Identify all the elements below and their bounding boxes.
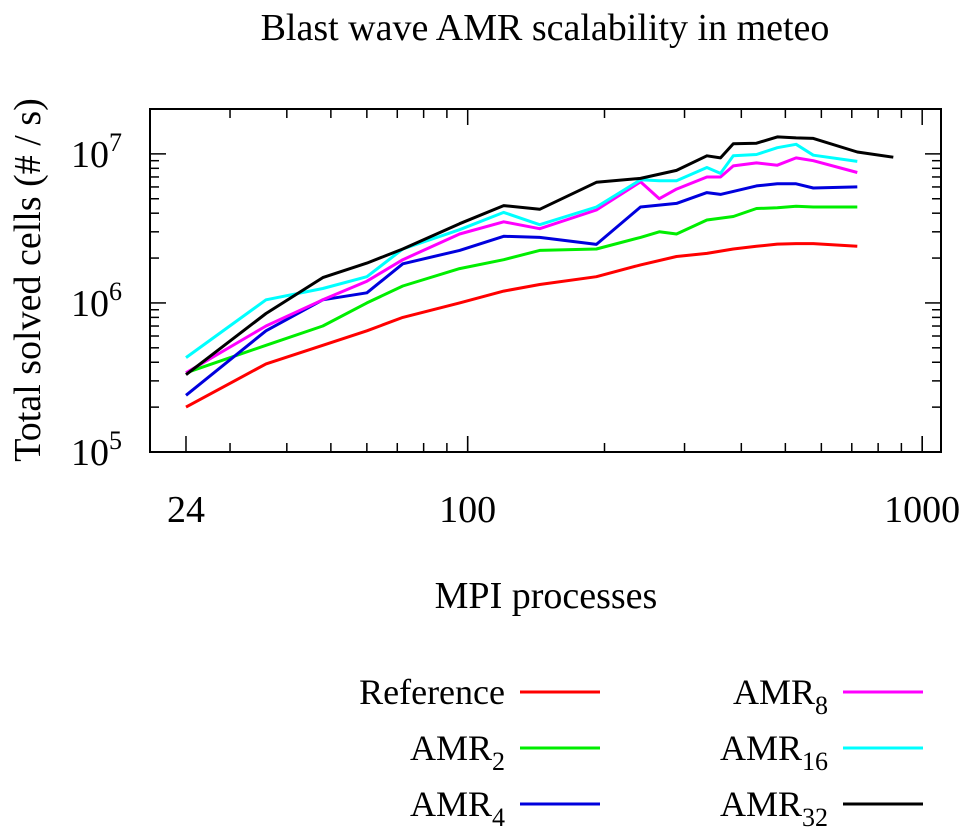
series-line-amr2: [185, 204, 858, 375]
x-tick-label: 1000: [884, 489, 960, 531]
legend-label-reference: Reference: [359, 672, 505, 712]
x-tick-label: 100: [439, 489, 496, 531]
y-tick-label: 106: [71, 277, 122, 325]
legend-label-amr8: AMR8: [733, 672, 828, 720]
legend-label-amr16: AMR16: [720, 728, 828, 776]
legend-label-amr4: AMR4: [410, 784, 505, 832]
legend-label-amr32: AMR32: [720, 784, 828, 832]
x-axis-label: MPI processes: [435, 575, 658, 617]
y-tick-label: 105: [71, 426, 122, 474]
series-line-amr16: [185, 142, 858, 359]
series-lines: [185, 135, 894, 409]
series-line-amr8: [185, 156, 858, 375]
y-axis-label: Total solved cells (# / s): [7, 98, 49, 462]
legend-label-amr2: AMR2: [410, 728, 505, 776]
series-line-amr4: [185, 182, 858, 397]
chart-title: Blast wave AMR scalability in meteo: [261, 7, 830, 49]
series-line-amr32: [185, 135, 894, 376]
series-line-reference: [185, 242, 858, 409]
legend: Reference AMR2 AMR4 AMR8 AMR16 AMR32: [359, 672, 923, 832]
x-tick-label: 24: [167, 489, 205, 531]
axis-ticks: 24 100 1000 105 106 107: [71, 108, 960, 531]
plot-frame: [149, 108, 942, 453]
y-tick-label: 107: [71, 128, 122, 176]
